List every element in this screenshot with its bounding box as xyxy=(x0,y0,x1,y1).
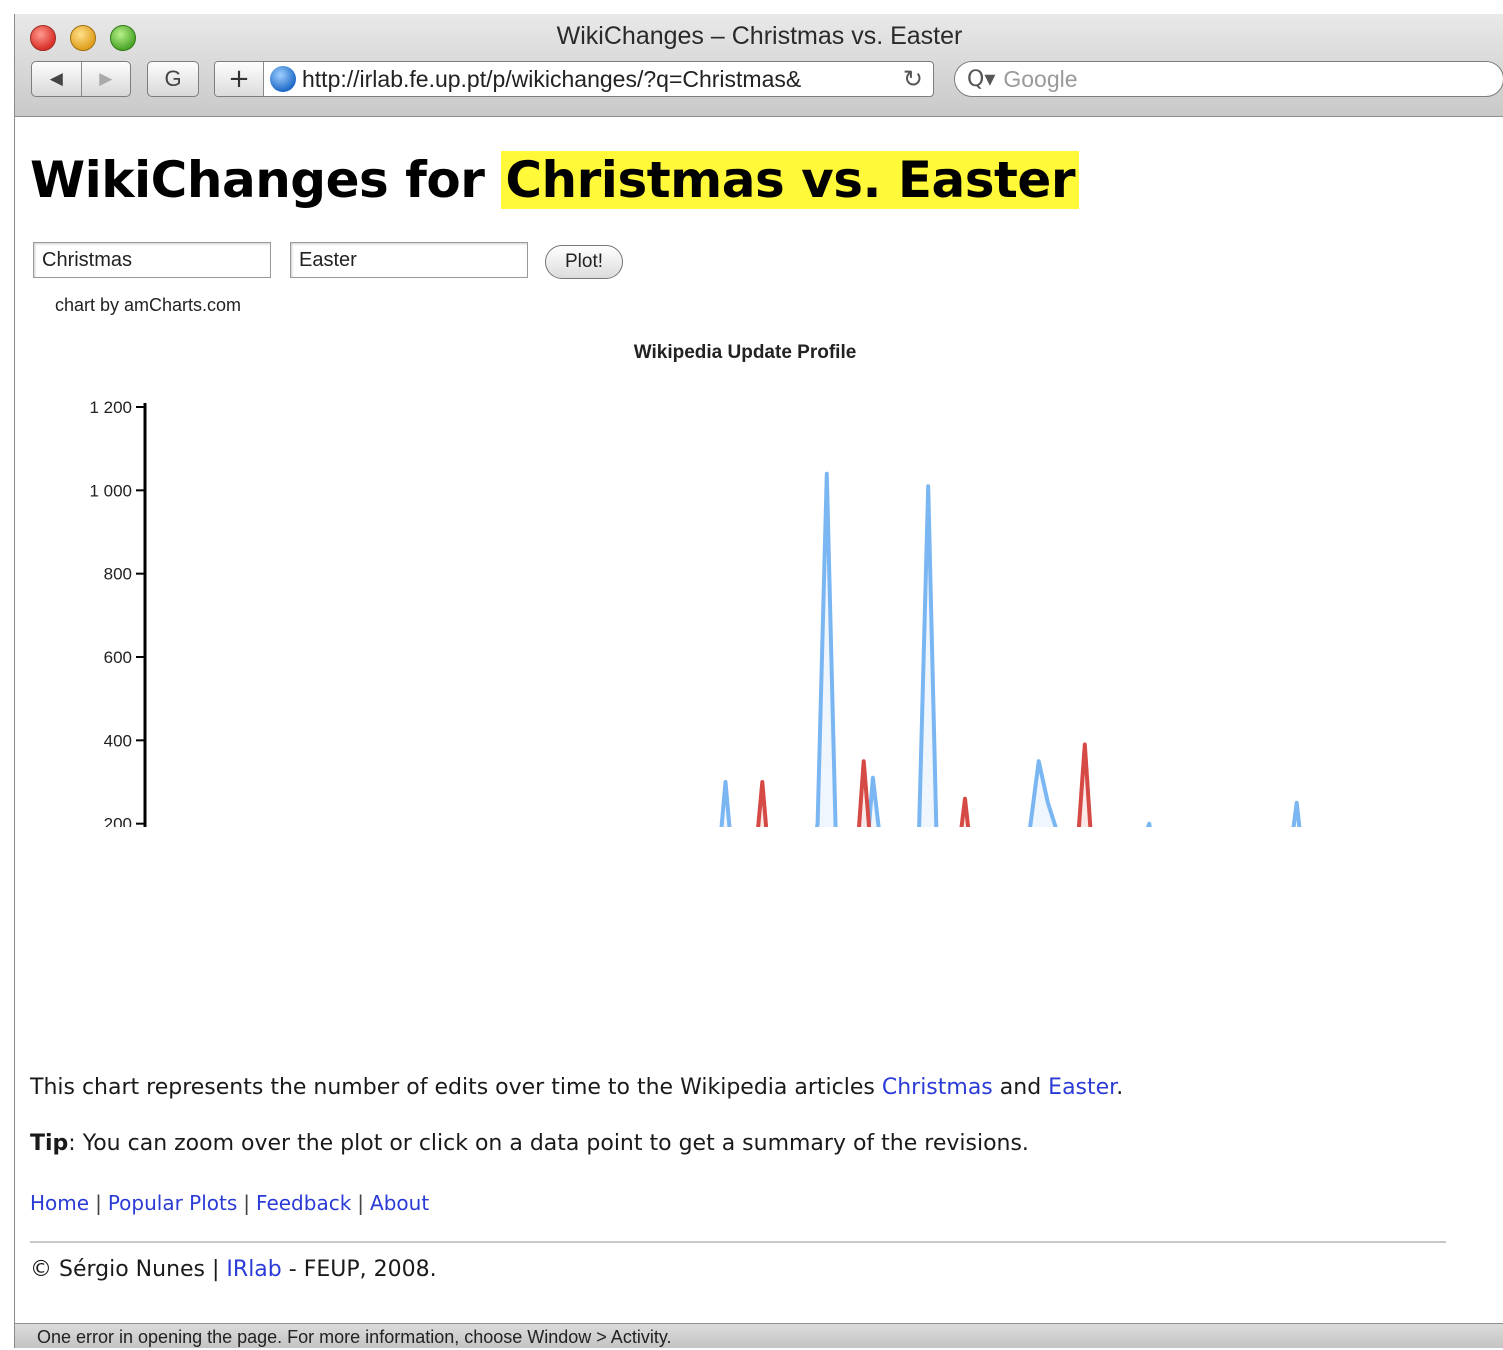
tip-text: Tip: You can zoom over the plot or click… xyxy=(30,1131,1029,1156)
y-tick-label: 800 xyxy=(104,565,132,584)
nav-separator: | xyxy=(243,1191,251,1215)
footer-text: © Sérgio Nunes | IRlab - FEUP, 2008. xyxy=(30,1257,437,1282)
y-tick-label: 200 xyxy=(104,815,132,827)
tip-label: Tip xyxy=(30,1131,69,1156)
y-tick-label: 600 xyxy=(104,648,132,667)
chart-lines[interactable] xyxy=(145,471,1352,828)
close-window-icon[interactable] xyxy=(30,25,56,51)
description-mid: and xyxy=(992,1075,1049,1100)
chart-axes xyxy=(143,403,147,827)
y-tick-label: 400 xyxy=(104,731,132,750)
globe-icon xyxy=(270,66,296,92)
easter-link[interactable]: Easter xyxy=(1048,1075,1117,1100)
search-icon[interactable]: Q▾ xyxy=(967,66,996,92)
forward-arrow-icon[interactable]: ▶ xyxy=(80,62,131,96)
page-content: WikiChanges for Christmas vs. Easter Chr… xyxy=(15,117,1503,1323)
description-after: . xyxy=(1116,1075,1124,1100)
series-line-easter[interactable] xyxy=(145,742,1334,828)
search-placeholder: Google xyxy=(1003,65,1078,92)
window-title: WikiChanges – Christmas vs. Easter xyxy=(556,22,963,50)
page-title-highlight: Christmas vs. Easter xyxy=(501,151,1079,209)
term2-input[interactable]: Easter xyxy=(290,242,528,278)
y-tick-label: 1 000 xyxy=(89,481,132,500)
update-profile-chart[interactable]: Wikipedia Update Profile 1 200 1 000 800 60… xyxy=(15,327,1415,827)
footer-copyright: © Sérgio Nunes | xyxy=(30,1257,227,1282)
google-button[interactable]: G xyxy=(147,61,199,97)
page-title: WikiChanges for Christmas vs. Easter xyxy=(30,151,1079,209)
description-text: This chart represents the number of edit… xyxy=(30,1075,1123,1100)
footer-rest: - FEUP, 2008. xyxy=(281,1257,437,1282)
nav-feedback[interactable]: Feedback xyxy=(256,1191,352,1215)
nav-separator: | xyxy=(357,1191,365,1215)
reload-icon[interactable]: ↻ xyxy=(902,65,923,93)
plot-button[interactable]: Plot! xyxy=(545,245,623,279)
irlab-link[interactable]: IRlab xyxy=(226,1257,282,1282)
series-area-easter xyxy=(758,744,1091,827)
url-text[interactable]: http://irlab.fe.up.pt/p/wikichanges/?q=C… xyxy=(302,65,802,92)
footer-nav: Home | Popular Plots | Feedback | About xyxy=(30,1191,429,1215)
status-bar: One error in opening the page. For more … xyxy=(15,1323,1503,1348)
term1-input[interactable]: Christmas xyxy=(33,242,271,278)
nav-about[interactable]: About xyxy=(370,1191,430,1215)
back-forward-group: ◀ ▶ xyxy=(31,61,131,97)
search-field[interactable]: Q▾ Google xyxy=(954,61,1503,97)
chart-credit[interactable]: chart by amCharts.com xyxy=(55,295,242,315)
tip-body: : You can zoom over the plot or click on… xyxy=(68,1131,1029,1156)
zoom-window-icon[interactable] xyxy=(110,25,136,51)
minimize-window-icon[interactable] xyxy=(70,25,96,51)
browser-window: WikiChanges – Christmas vs. Easter ◀ ▶ G… xyxy=(14,14,1503,1348)
series-area-christmas xyxy=(721,473,1300,827)
page-title-prefix: WikiChanges for xyxy=(30,151,502,209)
y-tick-label: 1 200 xyxy=(89,398,132,417)
series-line-christmas[interactable] xyxy=(145,471,1352,827)
christmas-link[interactable]: Christmas xyxy=(881,1075,993,1100)
y-axis-ticks: 1 200 1 000 800 600 400 200 xyxy=(89,398,145,827)
footer-divider xyxy=(30,1241,1446,1243)
nav-popular-plots[interactable]: Popular Plots xyxy=(107,1191,238,1215)
title-bar: WikiChanges – Christmas vs. Easter ◀ ▶ G… xyxy=(15,14,1503,117)
description-before: This chart represents the number of edit… xyxy=(30,1075,882,1100)
chart-areas xyxy=(721,473,1300,827)
address-bar[interactable]: + http://irlab.fe.up.pt/p/wikichanges/?q… xyxy=(214,61,934,97)
back-arrow-icon[interactable]: ◀ xyxy=(49,69,63,88)
nav-separator: | xyxy=(95,1191,102,1215)
nav-home[interactable]: Home xyxy=(30,1191,90,1215)
chart-title: Wikipedia Update Profile xyxy=(634,342,857,363)
add-bookmark-button[interactable]: + xyxy=(215,62,264,96)
